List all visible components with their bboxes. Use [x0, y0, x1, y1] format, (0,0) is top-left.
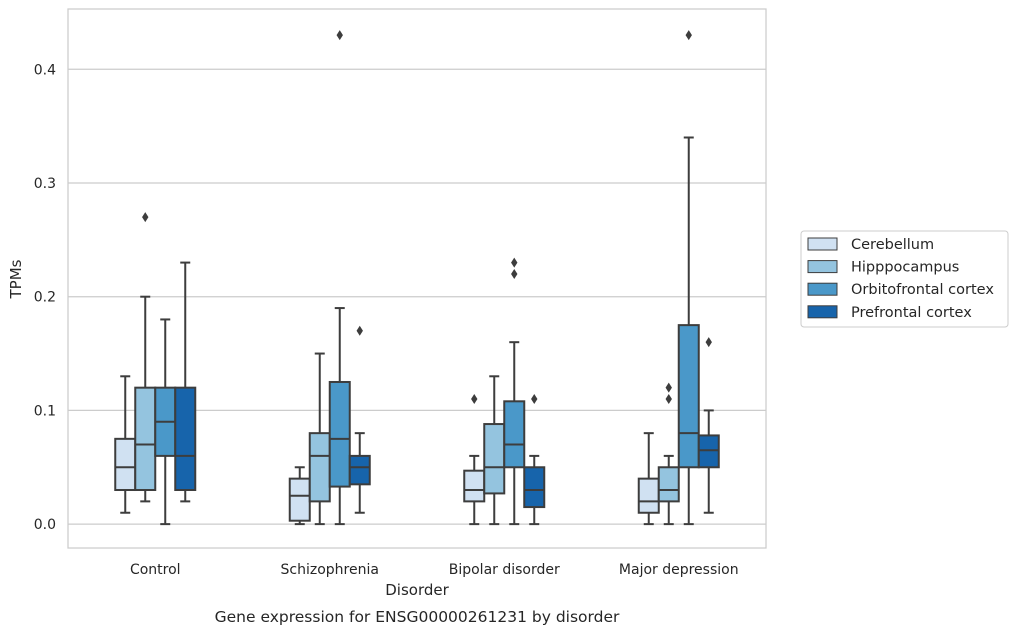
- box-iqr: [657, 466, 680, 503]
- x-tick-label: Major depression: [619, 562, 739, 578]
- x-tick-label: Schizophrenia: [281, 562, 379, 578]
- outlier-point: [531, 394, 538, 405]
- box-control-cerebellum: [114, 375, 137, 514]
- y-tick-label: 0.2: [34, 290, 56, 306]
- box-iqr: [114, 437, 137, 492]
- x-tick-label: Bipolar disorder: [449, 562, 560, 578]
- box-iqr: [503, 400, 526, 469]
- box-schizophrenia-prefrontal-cortex: [348, 325, 371, 514]
- box-iqr: [697, 434, 720, 469]
- y-tick-label: 0.0: [34, 517, 56, 533]
- box-major-depression-hipppocampus: [657, 382, 680, 526]
- x-axis-title: Disorder: [385, 581, 449, 599]
- box-bipolar-disorder-hipppocampus: [483, 375, 506, 526]
- legend-frame: [800, 230, 1009, 328]
- outlier-point: [665, 394, 672, 405]
- box-iqr: [288, 477, 311, 522]
- outlier-point: [511, 268, 518, 279]
- outlier-point: [685, 30, 692, 41]
- box-major-depression-orbitofrontal-cortex: [677, 30, 700, 526]
- legend: Cerebellum Hipppocampus Orbitofrontal cort…: [800, 230, 1009, 328]
- box-iqr: [637, 477, 660, 514]
- legend-label: Hipppocampus: [851, 260, 959, 276]
- outlier-point: [665, 382, 672, 393]
- box-major-depression-prefrontal-cortex: [697, 337, 720, 514]
- y-axis-title: TPMs: [7, 259, 25, 299]
- outlier-point: [705, 337, 712, 348]
- box-iqr: [348, 454, 371, 486]
- legend-swatch: [807, 282, 838, 296]
- outlier-point: [356, 325, 363, 336]
- legend-swatch: [807, 260, 838, 274]
- box-control-orbitofrontal-cortex: [154, 318, 177, 526]
- y-tick-label: 0.1: [34, 403, 56, 419]
- box-bipolar-disorder-cerebellum: [463, 394, 486, 526]
- box-schizophrenia-orbitofrontal-cortex: [328, 30, 351, 526]
- box-iqr: [174, 386, 197, 492]
- y-tick-label: 0.3: [34, 176, 56, 192]
- y-tick-label: 0.4: [34, 62, 56, 78]
- box-iqr: [523, 466, 546, 509]
- outlier-point: [471, 394, 478, 405]
- outlier-point: [142, 212, 149, 223]
- box-iqr: [677, 324, 700, 469]
- legend-label: Cerebellum: [851, 237, 934, 253]
- x-tick-label: Control: [130, 562, 181, 578]
- box-iqr: [483, 423, 506, 495]
- box-schizophrenia-cerebellum: [288, 466, 311, 526]
- legend-swatch: [807, 237, 838, 251]
- box-control-hipppocampus: [134, 212, 157, 503]
- box-iqr: [308, 432, 331, 503]
- box-control-prefrontal-cortex: [174, 261, 197, 503]
- plot-frame: [67, 8, 767, 549]
- box-bipolar-disorder-prefrontal-cortex: [523, 394, 546, 526]
- legend-label: Prefrontal cortex: [851, 305, 972, 321]
- box-major-depression-cerebellum: [637, 432, 660, 526]
- figure-caption: Gene expression for ENSG00000261231 by d…: [215, 608, 620, 626]
- box-bipolar-disorder-orbitofrontal-cortex: [503, 257, 526, 526]
- box-series: [114, 30, 720, 526]
- box-iqr: [134, 386, 157, 492]
- x-tick-labels: Control Schizophrenia Bipolar disorder Majo…: [130, 562, 739, 578]
- outlier-point: [511, 257, 518, 268]
- outlier-point: [336, 30, 343, 41]
- box-iqr: [328, 380, 351, 488]
- legend-swatch: [807, 305, 838, 319]
- box-iqr: [463, 469, 486, 503]
- y-tick-labels: 0.0 0.1 0.2 0.3 0.4: [34, 62, 56, 533]
- box-schizophrenia-hipppocampus: [308, 352, 331, 526]
- legend-label: Orbitofrontal cortex: [851, 282, 994, 298]
